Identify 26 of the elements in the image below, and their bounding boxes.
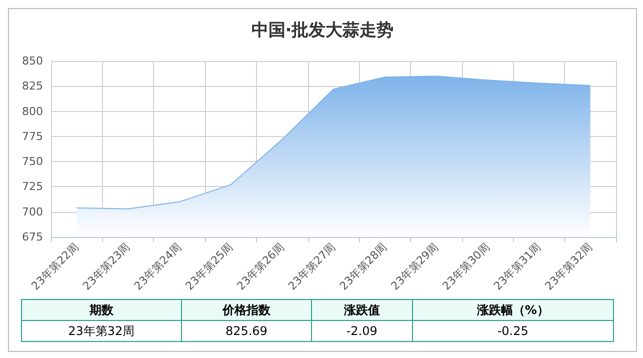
x-tick-label: 23年第30周 [440,240,492,293]
text: 涨跌值 [312,300,412,320]
x-tick-label: 23年第24周 [132,240,184,293]
y-tick-label: 775 [22,130,43,143]
y-tick-label: 700 [22,205,43,218]
x-tick-label: 23年第28周 [337,240,390,293]
x-tick-label: 23年第23周 [80,240,133,293]
y-tick-label: 850 [22,54,43,68]
text: 期数 [22,300,182,320]
text: -2.09 [312,320,412,342]
text: 涨跌幅（%） [412,300,614,320]
x-tick-label: 23年第32周 [542,240,595,293]
text: 23年第32周 [22,320,182,342]
y-tick-label: 800 [22,104,43,118]
chart-title: 中国·批发大蒜走势 [251,20,394,40]
text: 价格指数 [181,300,312,320]
x-tick-label: 23年第27周 [286,240,338,293]
x-tick-label: 23年第31周 [491,240,544,293]
y-tick-label: 725 [22,180,43,194]
text: 825.69 [181,320,312,342]
y-tick-label: 825 [22,80,43,93]
x-tick-label: 23年第25周 [183,240,236,293]
x-tick-label: 23年第29周 [388,240,441,293]
y-tick-label: 750 [22,155,43,168]
text: -0.25 [412,320,614,342]
x-tick-label: 23年第26周 [234,240,287,293]
